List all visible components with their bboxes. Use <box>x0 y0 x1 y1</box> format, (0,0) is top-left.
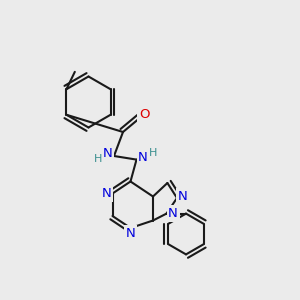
Text: N: N <box>168 207 178 220</box>
Text: N: N <box>138 151 148 164</box>
Text: N: N <box>102 187 111 200</box>
Text: N: N <box>126 227 135 240</box>
Text: N: N <box>103 147 112 160</box>
Text: O: O <box>139 108 149 121</box>
Text: H: H <box>149 148 157 158</box>
Text: N: N <box>178 190 187 203</box>
Text: H: H <box>94 154 103 164</box>
